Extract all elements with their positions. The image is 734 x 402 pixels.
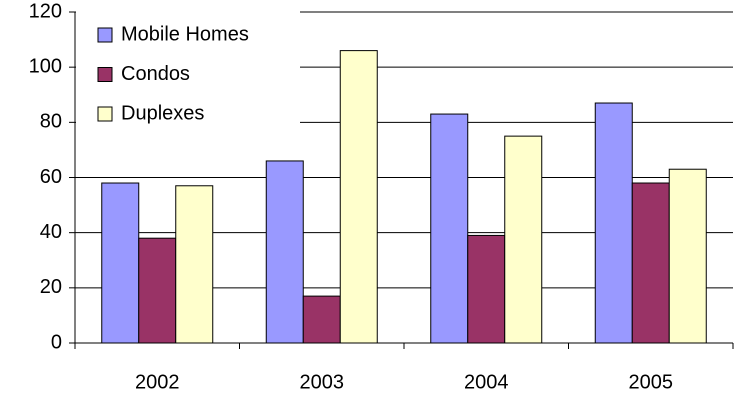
bar	[101, 182, 140, 344]
legend-swatch	[97, 106, 113, 122]
y-tick-label: 20	[40, 276, 62, 298]
bar	[302, 295, 341, 344]
legend-swatch	[97, 27, 113, 43]
y-tick-label: 0	[51, 331, 62, 353]
y-tick-label: 80	[40, 111, 62, 133]
y-tick-label: 60	[40, 166, 62, 188]
y-tick-label: 40	[40, 221, 62, 243]
bar	[175, 185, 214, 344]
x-tick-label: 2004	[464, 371, 509, 393]
x-tick-label: 2003	[300, 371, 345, 393]
x-tick-label: 2005	[629, 371, 674, 393]
bar	[430, 113, 469, 344]
bar	[467, 234, 506, 344]
bar	[138, 237, 177, 344]
x-tick-label: 2002	[135, 371, 180, 393]
bar	[265, 160, 304, 344]
legend-label: Mobile Homes	[121, 23, 249, 45]
legend-label: Condos	[121, 63, 190, 85]
legend-swatch	[97, 67, 113, 82]
bar	[339, 50, 378, 344]
bar	[504, 135, 543, 344]
bar	[631, 182, 670, 344]
legend-label: Duplexes	[121, 102, 204, 124]
bar	[668, 168, 707, 344]
y-tick-label: 120	[29, 0, 62, 22]
legend-box	[76, 0, 300, 133]
y-tick-label: 100	[29, 55, 62, 77]
bar	[594, 102, 633, 344]
